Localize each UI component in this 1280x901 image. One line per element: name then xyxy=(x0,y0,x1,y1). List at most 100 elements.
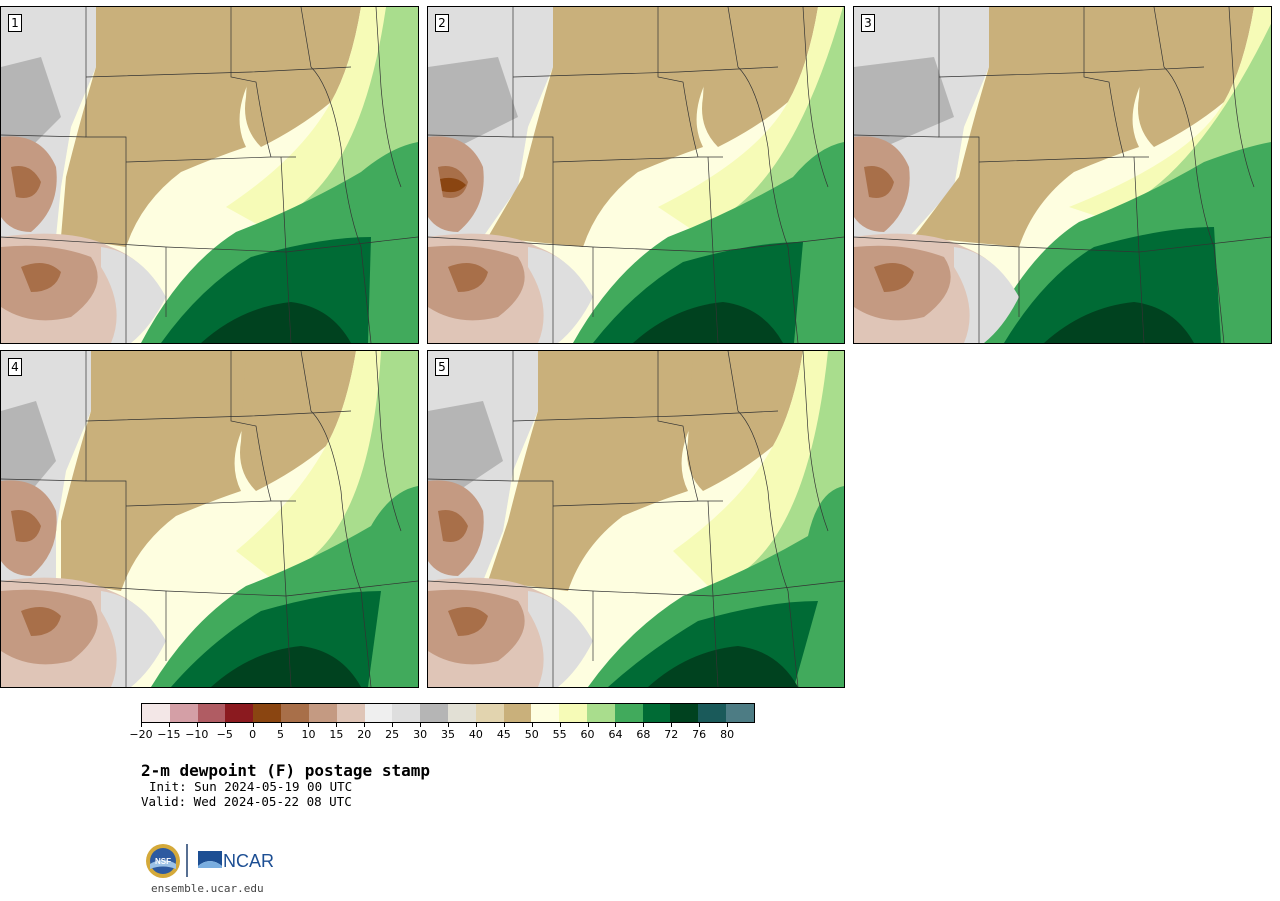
colorbar xyxy=(141,703,755,723)
ncar-logo: NCAR xyxy=(198,851,274,871)
region-tan-plains xyxy=(488,7,708,247)
colorbar-tick-label: −15 xyxy=(157,728,181,741)
region-mountain-dark-brown xyxy=(11,510,41,542)
state-boundary-line xyxy=(428,236,844,253)
state-boundary-line xyxy=(428,478,514,482)
colorbar-tick-label: 30 xyxy=(413,728,428,741)
colorbar-swatch xyxy=(281,704,309,722)
region-desert-dark-brown xyxy=(448,607,488,636)
region-mountain-gray xyxy=(428,57,518,147)
colorbar-tick xyxy=(336,722,338,727)
colorbar-tick-label: 35 xyxy=(441,728,455,741)
colorbar-tick-label: 5 xyxy=(277,728,285,741)
state-boundary-line xyxy=(512,351,554,586)
state-boundary-line xyxy=(1,134,87,138)
region-tan-north xyxy=(687,351,803,491)
panel-number: 2 xyxy=(435,14,449,32)
colorbar-swatch xyxy=(726,704,754,722)
colorbar-swatch xyxy=(559,704,587,722)
colorbar-swatch xyxy=(308,704,337,722)
colorbar-tick xyxy=(615,722,617,727)
map-panel-3: 3 xyxy=(853,6,1272,344)
colorbar-tick xyxy=(475,722,477,727)
state-boundary-line xyxy=(340,146,372,343)
state-boundary-line xyxy=(125,500,296,507)
colorbar-swatch xyxy=(670,704,699,722)
region-texas-gray xyxy=(101,591,166,687)
state-boundary-line xyxy=(802,351,829,532)
state-boundary-line xyxy=(657,7,699,158)
state-boundary-line xyxy=(1083,7,1125,158)
colorbar-tick xyxy=(420,722,422,727)
nsf-logo-text: NSF xyxy=(155,857,171,866)
colorbar-tick xyxy=(699,722,701,727)
colorbar-swatch xyxy=(447,704,476,722)
dewpoint-map-5 xyxy=(428,351,844,687)
colorbar-tick-label: 0 xyxy=(249,728,257,741)
state-boundary-line xyxy=(1153,7,1195,148)
state-boundary-line xyxy=(85,66,352,78)
valid-time: Valid: Wed 2024-05-22 08 UTC xyxy=(141,794,352,809)
colorbar-tick xyxy=(531,722,533,727)
state-boundary-line xyxy=(1228,7,1255,188)
region-texas-gray xyxy=(954,247,1019,343)
region-mountain-gray xyxy=(1,401,56,491)
colorbar-swatch xyxy=(225,704,254,722)
colorbar-swatch xyxy=(698,704,727,722)
dewpoint-map-2 xyxy=(428,7,844,343)
colorbar-tick xyxy=(196,722,198,727)
colorbar-tick-label: 50 xyxy=(524,728,539,741)
figure-title: 2-m dewpoint (F) postage stamp xyxy=(141,761,430,780)
colorbar-tick xyxy=(448,722,449,727)
region-tan-north xyxy=(1138,7,1254,147)
colorbar-ticks: −20 −15 −10 −5 0 5 10 15 20 25 30 35 40 45 50 55 60 64 68 7… xyxy=(129,722,755,742)
colorbar-tick-label: 25 xyxy=(385,728,400,741)
state-boundary-line xyxy=(230,351,272,502)
region-darkest-green xyxy=(211,646,361,687)
dewpoint-map-1 xyxy=(1,7,418,343)
state-boundary-line xyxy=(1,236,418,253)
state-boundary-line xyxy=(428,580,844,597)
colorbar-swatch xyxy=(587,704,615,722)
colorbar-tick xyxy=(308,722,310,727)
state-boundary-line xyxy=(125,156,296,163)
colorbar-tick xyxy=(727,722,729,727)
map-panel-5: 5 xyxy=(427,350,845,688)
state-boundary-line xyxy=(1193,146,1225,343)
colorbar-tick-label: −20 xyxy=(129,728,153,741)
colorbar-tick xyxy=(141,722,142,727)
colorbar-swatch xyxy=(392,704,421,722)
state-boundary-line xyxy=(300,351,342,492)
panel-number: 4 xyxy=(8,358,22,376)
dewpoint-map-4 xyxy=(1,351,418,687)
colorbar-tick-label: 40 xyxy=(468,728,483,741)
state-boundary-line xyxy=(938,66,1205,78)
colorbar-tick xyxy=(252,722,254,727)
colorbar-swatch xyxy=(531,704,560,722)
map-panel-1: 1 xyxy=(0,6,419,344)
colorbar-tick-label: 20 xyxy=(357,728,372,741)
state-boundary-line xyxy=(1,478,87,482)
state-boundary-line xyxy=(280,500,292,687)
state-boundary-line xyxy=(657,351,699,502)
panel-number: 1 xyxy=(8,14,22,32)
state-boundary-line xyxy=(512,410,779,422)
state-boundary-line xyxy=(854,134,940,138)
state-boundary-line xyxy=(512,7,554,242)
state-boundary-line xyxy=(85,410,352,422)
colorbar-swatch xyxy=(169,704,198,722)
state-boundary-line xyxy=(854,236,1271,253)
state-boundary-line xyxy=(85,7,127,242)
state-boundary-line xyxy=(978,156,1149,163)
panel-number: 3 xyxy=(861,14,875,32)
colorbar-tick xyxy=(168,722,170,727)
ncar-logo-text: NCAR xyxy=(223,851,274,871)
colorbar-swatch xyxy=(642,704,671,722)
state-boundary-line xyxy=(280,156,292,343)
region-extreme-dry xyxy=(440,177,466,193)
colorbar-tick-label: 55 xyxy=(552,728,567,741)
region-tan-north xyxy=(240,351,356,491)
state-boundary-line xyxy=(375,7,402,188)
colorbar-tick xyxy=(392,722,394,727)
region-mountain-dark-brown xyxy=(864,166,894,198)
